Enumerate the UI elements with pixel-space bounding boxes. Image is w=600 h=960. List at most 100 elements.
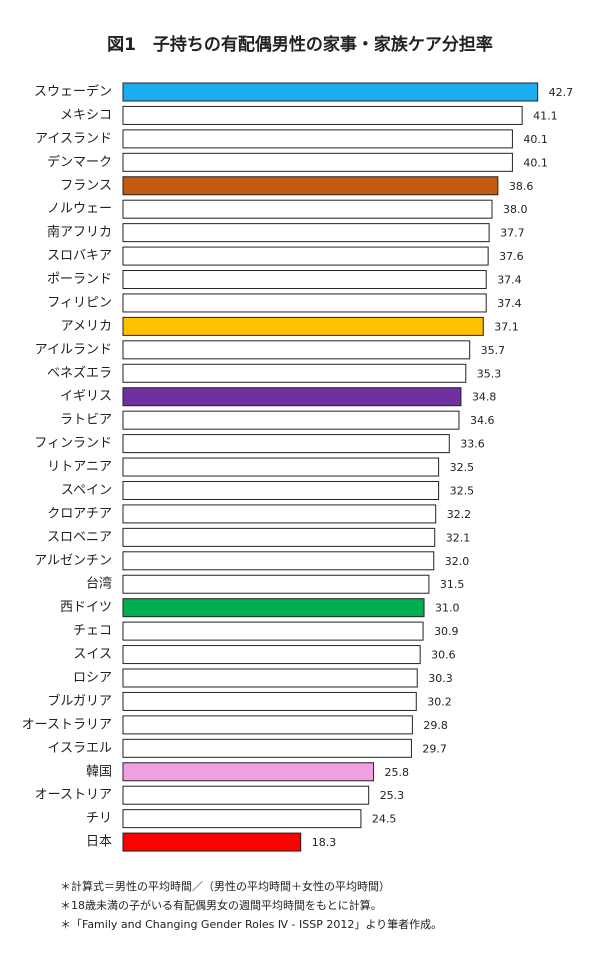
bar: [122, 270, 487, 290]
category-label: スロバキア: [47, 249, 112, 264]
bar: [122, 457, 440, 477]
value-label: 25.3: [380, 789, 405, 802]
bar: [122, 410, 460, 430]
bar: [122, 340, 471, 360]
bar: [122, 152, 513, 172]
category-label: チェコ: [73, 624, 112, 639]
category-label: クロアチア: [47, 506, 112, 521]
bar: [122, 645, 421, 665]
value-label: 29.7: [422, 742, 447, 755]
bar: [122, 621, 424, 641]
category-label: イギリス: [60, 389, 112, 404]
value-label: 37.4: [497, 297, 522, 310]
category-label: アイスランド: [35, 131, 112, 146]
category-label: アルゼンチン: [34, 553, 112, 568]
bar: [122, 176, 499, 196]
category-label: フィリピン: [47, 295, 112, 310]
value-label: 32.1: [446, 531, 471, 544]
bar: [122, 480, 440, 500]
value-label: 33.6: [460, 438, 485, 451]
category-label: イスラエル: [47, 741, 112, 756]
category-label: 韓国: [86, 764, 112, 779]
category-label: リトアニア: [47, 460, 112, 475]
value-label: 42.7: [549, 86, 574, 99]
category-label: ベネズエラ: [47, 365, 112, 381]
category-label: オーストリア: [35, 788, 112, 803]
bar: [122, 574, 430, 594]
bar: [122, 105, 523, 125]
value-label: 32.0: [445, 555, 470, 568]
bar: [122, 434, 450, 454]
value-label: 35.7: [481, 344, 506, 357]
bar: [122, 668, 418, 688]
bar: [122, 82, 539, 102]
value-label: 30.3: [428, 672, 453, 685]
value-label: 25.8: [385, 766, 410, 779]
value-label: 32.5: [450, 461, 475, 474]
category-label: アメリカ: [61, 319, 112, 334]
value-label: 24.5: [372, 813, 397, 826]
category-label: 日本: [86, 835, 112, 850]
value-label: 40.1: [523, 156, 548, 169]
bar: [122, 199, 493, 219]
value-label: 37.7: [500, 227, 525, 240]
bar: [122, 691, 417, 711]
category-label: ポーランド: [47, 272, 112, 287]
category-label: フランス: [60, 178, 112, 193]
value-label: 31.0: [435, 602, 460, 615]
footnote: ＊「Family and Changing Gender Roles Ⅳ - I…: [60, 917, 442, 931]
category-label: スロベニア: [47, 530, 112, 545]
value-label: 38.0: [503, 203, 528, 216]
bar: [122, 738, 412, 758]
value-label: 34.6: [470, 414, 495, 427]
chart-title: 図1 子持ちの有配偶男性の家事・家族ケア分担率: [107, 34, 493, 55]
value-label: 37.6: [499, 250, 524, 263]
value-label: 38.6: [509, 180, 534, 193]
value-label: 37.4: [497, 274, 522, 287]
bar: [122, 762, 375, 782]
value-label: 32.5: [450, 484, 475, 497]
category-label: アイルランド: [35, 342, 112, 357]
value-label: 32.2: [447, 508, 472, 521]
value-label: 37.1: [494, 320, 519, 333]
bar: [122, 785, 370, 805]
bar: [122, 387, 462, 407]
value-label: 18.3: [312, 836, 337, 849]
value-label: 30.9: [434, 625, 459, 638]
value-label: 29.8: [423, 719, 448, 732]
bar: [122, 832, 302, 852]
value-label: 35.3: [477, 367, 502, 380]
bar: [122, 551, 435, 571]
value-label: 34.8: [472, 391, 497, 404]
bar: [122, 504, 437, 524]
bar: [122, 293, 487, 313]
bar: [122, 129, 513, 149]
bar: [122, 363, 467, 383]
bar: [122, 715, 413, 735]
bar: [122, 316, 484, 336]
value-label: 31.5: [440, 578, 465, 591]
value-label: 40.1: [523, 133, 548, 146]
category-label: ロシア: [73, 671, 112, 686]
category-label: 台湾: [86, 576, 112, 592]
bar: [122, 598, 425, 618]
category-label: チリ: [86, 811, 112, 826]
category-label: ブルガリア: [47, 693, 112, 709]
value-label: 30.2: [427, 695, 452, 708]
category-label: オーストラリア: [22, 717, 112, 732]
category-label: ノルウェー: [47, 202, 112, 217]
category-label: ラトビア: [60, 413, 112, 428]
footnote: ＊計算式＝男性の平均時間／（男性の平均時間＋女性の平均時間）: [60, 879, 390, 893]
bar: [122, 527, 436, 547]
category-label: デンマーク: [47, 154, 112, 170]
category-label: 南アフリカ: [47, 224, 112, 240]
bar: [122, 223, 490, 243]
category-label: スウェーデン: [34, 84, 112, 100]
footnote: ＊18歳未満の子がいる有配偶男女の週間平均時間をもとに計算。: [60, 898, 382, 912]
bar: [122, 809, 362, 829]
category-label: 西ドイツ: [60, 600, 112, 615]
category-label: スペイン: [61, 483, 112, 498]
value-label: 30.6: [431, 649, 456, 662]
category-label: メキシコ: [60, 108, 112, 123]
